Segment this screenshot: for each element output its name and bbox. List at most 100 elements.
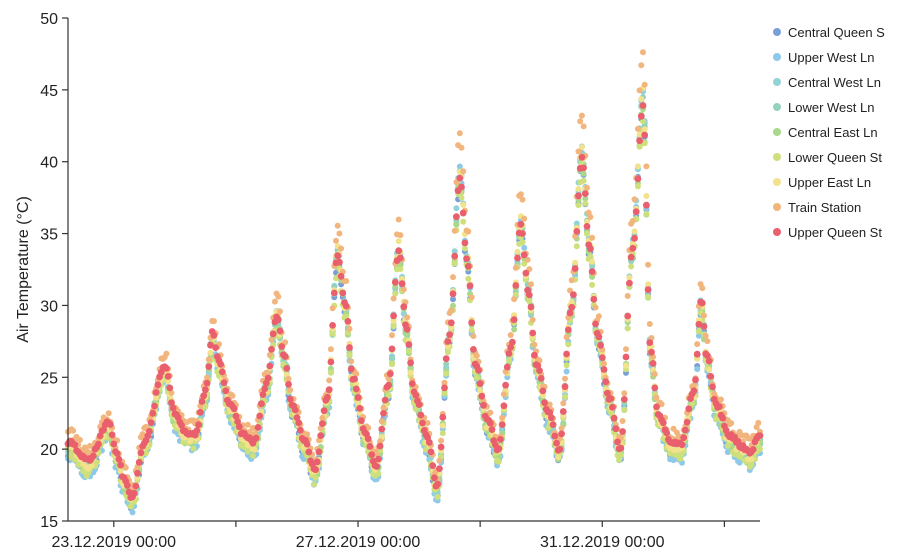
- data-point: [149, 409, 157, 417]
- data-point: [514, 254, 521, 262]
- data-point: [442, 355, 450, 363]
- data-point: [629, 244, 637, 252]
- data-point: [465, 275, 472, 282]
- data-point: [166, 384, 174, 392]
- data-point: [400, 286, 407, 293]
- data-point: [441, 379, 448, 386]
- data-point: [592, 304, 599, 311]
- data-point: [202, 386, 209, 394]
- data-point: [391, 278, 399, 286]
- data-point: [704, 352, 711, 359]
- data-point: [333, 237, 339, 244]
- data-point: [621, 390, 628, 397]
- data-point: [580, 123, 587, 130]
- data-point: [398, 280, 406, 288]
- data-point: [639, 102, 647, 109]
- data-point: [444, 349, 451, 356]
- data-point: [124, 482, 131, 489]
- data-point: [629, 218, 636, 224]
- data-point: [319, 420, 326, 427]
- data-point: [436, 465, 443, 472]
- data-point: [638, 62, 645, 69]
- legend-marker: [773, 228, 781, 236]
- data-point: [453, 205, 460, 212]
- data-point: [385, 381, 392, 389]
- data-point: [522, 269, 530, 277]
- legend-item: Upper Queen St: [773, 225, 882, 240]
- data-point: [564, 326, 572, 334]
- data-point: [573, 228, 581, 235]
- data-point: [115, 455, 123, 463]
- data-point: [451, 252, 459, 260]
- data-point: [377, 438, 384, 445]
- data-point: [80, 468, 87, 475]
- data-point: [375, 455, 382, 463]
- data-point: [536, 367, 543, 374]
- data-point: [704, 338, 711, 345]
- data-point: [218, 368, 226, 376]
- legend-item: Central East Ln: [773, 125, 878, 140]
- data-point: [546, 409, 554, 416]
- data-point: [458, 183, 465, 191]
- data-point: [701, 312, 707, 319]
- data-point: [399, 276, 406, 282]
- data-point: [587, 214, 594, 220]
- data-point: [356, 404, 364, 412]
- data-point: [634, 125, 641, 132]
- data-point: [734, 438, 742, 445]
- data-point: [510, 316, 518, 323]
- data-point: [163, 365, 170, 372]
- data-point: [168, 389, 175, 396]
- data-point: [205, 356, 212, 363]
- data-point: [566, 309, 574, 317]
- data-point: [397, 254, 404, 262]
- data-point: [139, 431, 146, 438]
- legend-marker: [773, 153, 781, 161]
- data-point: [400, 303, 408, 311]
- data-point: [631, 196, 638, 203]
- data-point: [266, 352, 273, 358]
- data-point: [595, 333, 603, 341]
- data-point: [460, 168, 467, 175]
- data-point: [748, 461, 755, 468]
- data-point: [347, 365, 355, 373]
- data-point: [529, 316, 536, 323]
- data-point: [537, 375, 545, 382]
- legend-item: Upper West Ln: [773, 50, 874, 65]
- data-point: [329, 322, 336, 329]
- y-axis-title: Air Temperature (°C): [15, 196, 32, 343]
- data-point: [548, 414, 555, 422]
- data-point: [715, 403, 723, 411]
- data-point: [624, 293, 631, 299]
- data-point: [610, 414, 618, 422]
- data-point: [582, 200, 589, 207]
- data-point: [521, 215, 528, 222]
- data-point: [500, 402, 508, 410]
- data-point: [196, 408, 204, 416]
- data-point: [110, 440, 118, 448]
- data-point: [607, 395, 615, 402]
- data-point: [695, 332, 702, 339]
- data-point: [553, 439, 560, 447]
- data-point: [276, 327, 284, 335]
- data-point: [658, 401, 665, 408]
- data-point: [373, 450, 380, 457]
- data-point: [631, 228, 638, 235]
- series-upper-west-ln: [65, 87, 763, 516]
- data-point: [562, 394, 568, 400]
- data-point: [404, 314, 411, 321]
- data-point: [690, 387, 698, 395]
- data-point: [694, 341, 701, 348]
- y-tick-label: 40: [40, 155, 58, 172]
- data-point: [568, 277, 575, 284]
- data-point: [90, 452, 97, 460]
- data-point: [580, 170, 587, 177]
- data-point: [561, 383, 569, 391]
- data-point: [251, 446, 258, 453]
- data-point: [563, 362, 570, 369]
- data-point: [327, 358, 335, 366]
- data-point: [358, 417, 365, 424]
- data-point: [692, 376, 699, 384]
- data-point: [405, 347, 412, 354]
- data-point: [512, 264, 519, 271]
